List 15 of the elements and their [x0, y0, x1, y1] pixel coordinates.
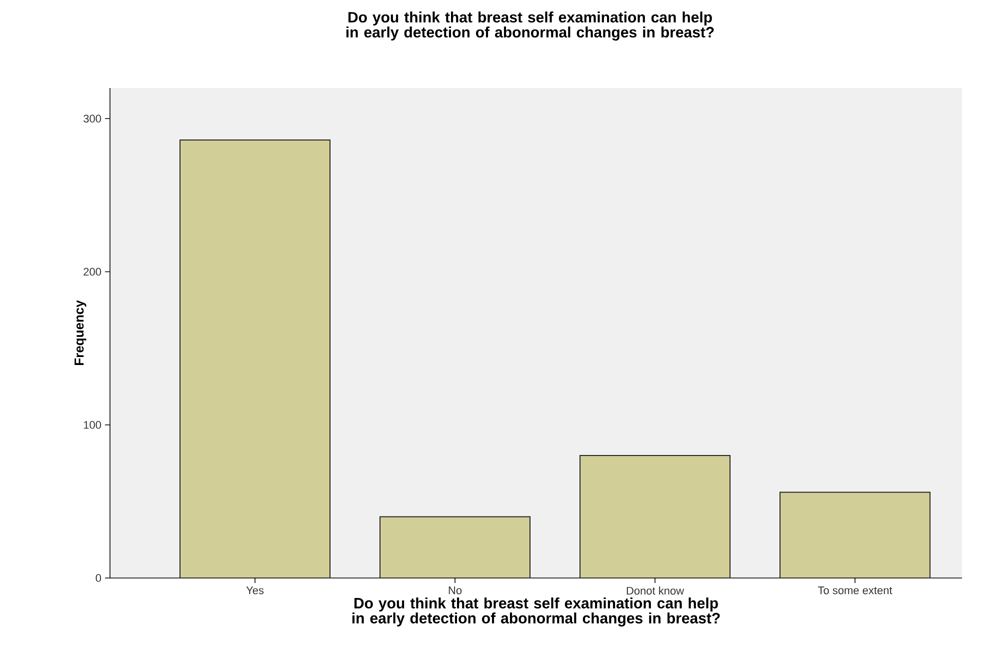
bar	[780, 492, 931, 578]
y-axis-title: Frequency	[74, 300, 86, 366]
y-tick-label: 300	[84, 114, 102, 123]
bar	[180, 140, 331, 578]
x-tick-label: Yes	[246, 586, 264, 594]
x-tick-label: Donot know	[626, 586, 684, 595]
bar	[580, 455, 731, 578]
y-tick-label: 200	[84, 268, 102, 276]
chart-title: Do you think that breast self examination can help in early detection of abonormal changes in breast?	[346, 12, 714, 41]
x-tick-label: To some extent	[818, 586, 892, 594]
y-tick-label: 100	[84, 420, 102, 429]
bar	[380, 516, 531, 578]
y-tick-label: 0	[96, 574, 102, 582]
x-axis-title: Do you think that breast self examination can help in early detection of abonormal changes in breast?	[352, 597, 720, 627]
x-tick-label: No	[448, 586, 462, 594]
